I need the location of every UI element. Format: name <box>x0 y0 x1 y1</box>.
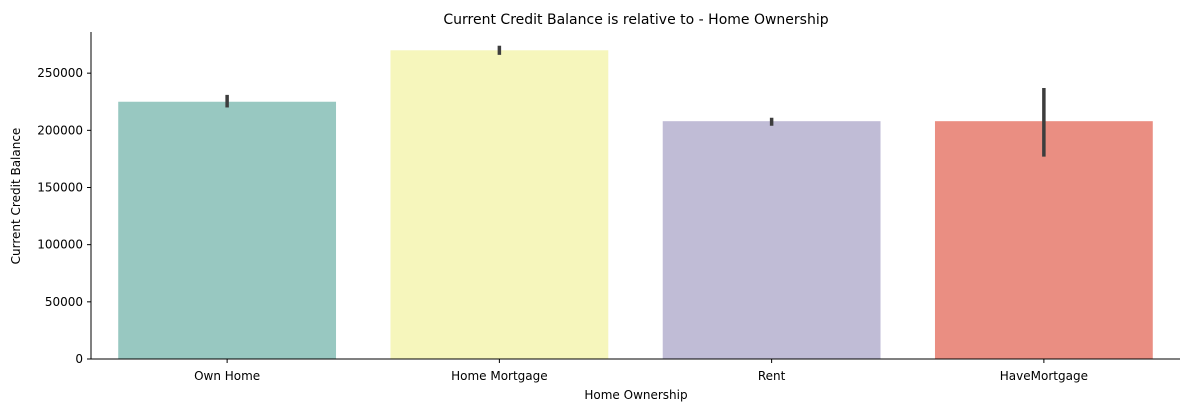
y-axis: 0 50000 100000 150000 200000 250000 <box>37 32 92 366</box>
bar-havemortgage <box>934 121 1153 359</box>
x-axis: Own Home Home Mortgage Rent HaveMortgage <box>91 358 1180 383</box>
y-tick-label: 50000 <box>45 295 83 309</box>
bar-rent <box>662 121 881 359</box>
y-axis-label: Current Credit Balance <box>9 128 23 265</box>
x-tick-label: Rent <box>758 369 786 383</box>
x-axis-label: Home Ownership <box>584 388 687 402</box>
bars-group <box>118 50 1153 360</box>
x-tick-label: Home Mortgage <box>451 369 548 383</box>
bar-home-mortgage <box>390 50 609 360</box>
x-tick-label: Own Home <box>194 369 260 383</box>
bar-own-home <box>118 101 337 360</box>
y-tick-label: 250000 <box>37 66 83 80</box>
error-bars-group <box>225 45 1046 157</box>
y-tick-label: 100000 <box>37 238 83 252</box>
y-tick-label: 200000 <box>37 123 83 137</box>
y-tick-label: 0 <box>75 352 83 366</box>
x-tick-label: HaveMortgage <box>1000 369 1088 383</box>
y-tick-label: 150000 <box>37 180 83 194</box>
chart-title: Current Credit Balance is relative to - … <box>443 12 828 28</box>
